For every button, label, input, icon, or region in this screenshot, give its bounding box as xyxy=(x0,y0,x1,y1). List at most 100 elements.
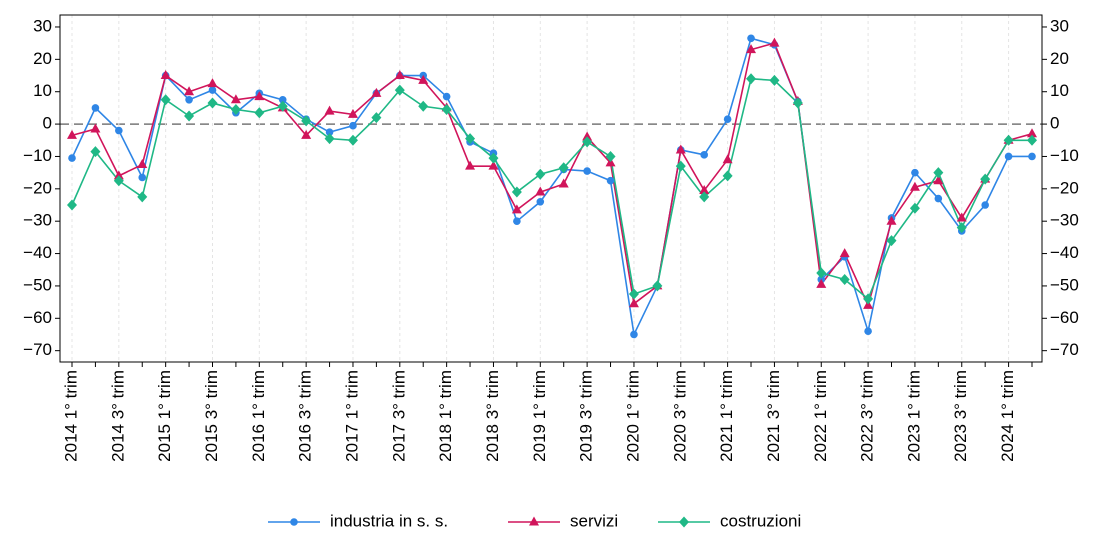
x-tick-label: 2023 1° trim xyxy=(904,370,923,462)
marker xyxy=(582,136,593,148)
marker xyxy=(722,154,733,164)
marker xyxy=(628,288,639,300)
x-tick-label: 2021 1° trim xyxy=(717,370,736,462)
y2-tick-label: 30 xyxy=(1050,16,1069,35)
y2-tick-label: 0 xyxy=(1050,114,1059,133)
legend-label: costruzioni xyxy=(720,511,801,530)
marker xyxy=(652,280,663,292)
marker xyxy=(324,105,335,115)
marker xyxy=(371,112,382,124)
y2-tick-label: 10 xyxy=(1050,81,1069,100)
marker xyxy=(981,201,989,209)
marker xyxy=(605,150,616,162)
x-tick-label: 2019 1° trim xyxy=(530,370,549,462)
marker xyxy=(909,202,920,214)
x-tick-label: 2017 1° trim xyxy=(342,370,361,462)
marker xyxy=(511,186,522,198)
x-tick-label: 2016 1° trim xyxy=(249,370,268,462)
marker xyxy=(115,126,123,135)
marker xyxy=(278,96,287,104)
x-tick-label: 2016 3° trim xyxy=(296,370,315,462)
marker xyxy=(839,273,850,285)
x-tick-label: 2014 3° trim xyxy=(108,370,127,462)
marker xyxy=(465,133,476,145)
marker xyxy=(488,160,499,170)
marker xyxy=(207,97,218,109)
marker xyxy=(418,100,429,112)
marker xyxy=(91,104,100,112)
y-tick-label: 20 xyxy=(33,49,52,68)
y2-tick-label: −40 xyxy=(1050,243,1079,262)
marker xyxy=(863,293,874,305)
marker xyxy=(324,133,335,145)
y2-tick-label: 20 xyxy=(1050,49,1069,68)
marker xyxy=(301,115,312,127)
y2-tick-label: −50 xyxy=(1050,275,1079,294)
marker xyxy=(722,170,733,182)
marker xyxy=(535,186,546,196)
marker xyxy=(723,115,732,124)
y2-tick-label: −70 xyxy=(1050,340,1079,359)
y-tick-label: −40 xyxy=(23,243,52,262)
marker xyxy=(347,134,358,146)
marker xyxy=(769,37,780,47)
marker xyxy=(113,170,124,180)
x-tick-label: 2021 3° trim xyxy=(764,370,783,462)
marker xyxy=(137,191,148,203)
marker xyxy=(911,168,919,177)
x-tick-label: 2020 3° trim xyxy=(670,370,689,462)
marker xyxy=(138,173,147,182)
marker xyxy=(301,129,312,139)
marker xyxy=(1004,152,1013,161)
marker xyxy=(442,92,451,101)
y-tick-label: −10 xyxy=(23,146,52,165)
marker xyxy=(839,248,850,258)
x-tick-label: 2023 3° trim xyxy=(951,370,970,462)
marker xyxy=(277,100,288,112)
marker xyxy=(230,94,241,104)
marker xyxy=(582,131,593,141)
marker xyxy=(699,191,710,203)
marker xyxy=(675,144,686,154)
marker xyxy=(746,44,757,54)
marker xyxy=(792,97,803,109)
marker xyxy=(394,70,405,80)
legend-label: servizi xyxy=(570,511,618,530)
marker xyxy=(816,278,827,288)
marker xyxy=(418,74,429,84)
plot xyxy=(67,34,1037,339)
marker xyxy=(349,121,357,130)
marker xyxy=(67,199,77,211)
marker xyxy=(184,110,195,122)
y2-tick-label: −20 xyxy=(1050,178,1079,197)
marker xyxy=(886,215,897,225)
marker xyxy=(956,212,967,222)
marker xyxy=(394,84,405,96)
marker xyxy=(628,298,639,308)
x-tick-label: 2015 1° trim xyxy=(155,370,174,462)
marker xyxy=(606,176,615,185)
marker xyxy=(488,152,499,164)
marker xyxy=(465,160,476,170)
marker xyxy=(1027,128,1037,138)
marker xyxy=(230,104,241,116)
marker xyxy=(909,181,920,191)
marker xyxy=(933,167,944,179)
marker xyxy=(699,184,710,194)
marker xyxy=(679,516,689,528)
grid xyxy=(60,15,1042,362)
x-tick-label: 2020 1° trim xyxy=(623,370,642,462)
legend: industria in s. s. servizi costruzioni xyxy=(268,511,801,530)
marker xyxy=(1003,134,1014,146)
marker xyxy=(67,129,77,139)
y-tick-label: 30 xyxy=(33,16,52,35)
y-tick-label: −30 xyxy=(23,211,52,230)
axes: 30 30 20 20 10 10 0 0 −10 −10 −20 −20 −30 −30 −40 −40 −5… xyxy=(23,16,1079,461)
series-line xyxy=(71,37,1032,338)
marker xyxy=(325,128,334,136)
marker xyxy=(208,86,217,94)
marker xyxy=(675,160,686,172)
marker xyxy=(347,108,358,118)
marker xyxy=(535,168,546,180)
marker xyxy=(1027,134,1037,146)
